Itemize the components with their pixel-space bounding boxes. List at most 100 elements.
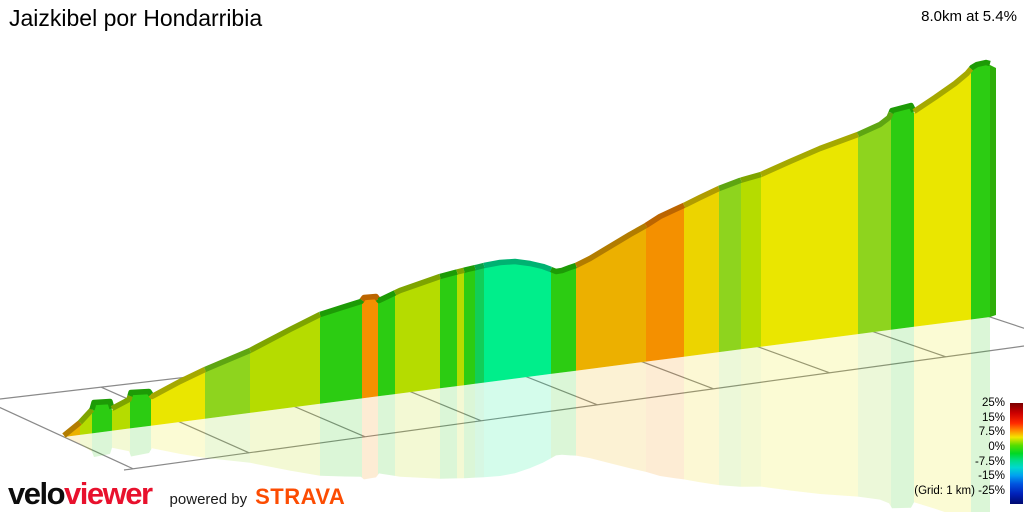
profile-reflection-segment xyxy=(576,361,646,472)
profile-reflection-segment xyxy=(914,319,971,512)
profile-reflection-segment xyxy=(112,428,130,454)
profile-segment-lightgreen xyxy=(719,181,741,353)
profile-reflection-segment xyxy=(395,388,440,479)
profile-segment-yellow xyxy=(151,371,205,426)
profile-segment-green xyxy=(971,64,990,320)
profile-reflection-segment xyxy=(858,329,891,507)
grid-spacing-note: (Grid: 1 km) xyxy=(914,485,979,498)
profile-ridge-rim xyxy=(62,420,82,438)
profile-reflection-segment xyxy=(719,349,741,487)
profile-ridge-rim xyxy=(644,202,686,228)
profile-reflection-segment xyxy=(362,396,378,480)
profile-ridge-rim xyxy=(759,131,859,178)
profile-segment-yellow2 xyxy=(684,190,719,357)
profile-ridge-rim xyxy=(203,347,252,373)
profile-segment-teal xyxy=(484,263,551,383)
profile-ridge-rim xyxy=(718,177,743,192)
profile-segment-green xyxy=(440,273,457,389)
profile-segment-green xyxy=(320,301,362,404)
profile-segment-green xyxy=(92,403,112,434)
profile-ridge-rim xyxy=(375,290,397,304)
profile-segment-green xyxy=(378,294,395,397)
veloviewer-logo-viewer: viewer xyxy=(64,476,153,511)
gradient-legend: 25% 15% 7.5% 0% -7.5% -15% (Grid: 1 km) -25% xyxy=(914,396,1023,504)
profile-reflection-segment xyxy=(250,403,320,476)
gradient-legend-bar xyxy=(1010,403,1023,504)
profile-segment-chartreuse xyxy=(395,278,440,395)
profile-ridge-rim xyxy=(549,262,577,275)
page-title: Jaizkibel por Hondarribia xyxy=(9,5,263,31)
profile-reflection-segment xyxy=(205,412,250,463)
legend-label: (Grid: 1 km) -25% xyxy=(914,485,1005,498)
grid-km-line xyxy=(0,406,134,470)
profile-reflection-segment xyxy=(320,398,362,478)
profile-reflection-segment xyxy=(80,433,92,452)
profile-segment-green xyxy=(130,393,151,429)
profile-ridge-rim xyxy=(473,262,485,271)
profile-segment-chartreuse xyxy=(741,176,761,350)
profile-reflection-segment xyxy=(92,430,112,457)
strava-logo[interactable]: STRAVA xyxy=(255,484,346,509)
profile-reflection-segment xyxy=(761,334,858,497)
profile-segment-greenteal xyxy=(475,267,484,384)
profile-segment-green xyxy=(891,107,914,330)
profile-ridge-rim xyxy=(740,171,762,183)
profile-reflection-segment xyxy=(741,346,761,487)
profile-segment-chartreuse xyxy=(80,411,92,435)
profile-segment-lightgreen xyxy=(205,352,250,419)
profile-segment-chartreuse xyxy=(112,397,130,431)
legend-label: 15% xyxy=(981,411,1005,424)
profile-ridge-rim xyxy=(483,258,552,273)
legend-label: -7.5% xyxy=(974,455,1005,468)
profile-reflection-segment xyxy=(484,373,551,478)
profile-reflection-segment xyxy=(684,352,719,486)
profile-ridge-rim xyxy=(89,398,115,411)
profile-segment-yellow xyxy=(761,136,858,347)
profile-ridge-rim xyxy=(682,186,721,208)
veloviewer-logo[interactable]: veloviewer xyxy=(8,476,153,511)
profile-ridge-rim xyxy=(148,367,207,400)
grid-front-edge xyxy=(123,345,1024,471)
profile-reflection-segment xyxy=(551,370,576,459)
profile-ridge-rim xyxy=(77,407,95,425)
profile-ridge-rim xyxy=(888,102,917,114)
profile-reflection-segment xyxy=(457,385,464,479)
profile-segment-chartreuse xyxy=(250,316,320,413)
footer-branding: veloviewer powered by STRAVA xyxy=(8,478,345,510)
powered-by-label: powered by xyxy=(169,491,248,508)
profile-reflection-segment xyxy=(64,434,80,444)
profile-ridge-rim xyxy=(248,312,322,353)
profile-ridge-rim xyxy=(110,395,133,411)
profile-segment-orange xyxy=(362,298,378,399)
profile-ridge-rim xyxy=(359,293,381,302)
profile-segment-yellow xyxy=(914,70,971,327)
profile-reflection-segment xyxy=(151,418,205,458)
profile-ridge-rim xyxy=(393,273,441,296)
profile-ridge-rim xyxy=(856,111,894,138)
gradient-legend-labels: 25% 15% 7.5% 0% -7.5% -15% (Grid: 1 km) -25% xyxy=(914,396,1010,504)
profile-reflection-segment xyxy=(891,326,914,509)
profile-reflection-segment xyxy=(378,394,395,476)
legend-label: 25% xyxy=(981,397,1005,409)
profile-reflection-segment xyxy=(971,317,990,512)
profile-ridge-rim xyxy=(439,269,458,280)
profile-reflection-segment xyxy=(130,425,151,457)
profile-ridge-rim xyxy=(912,66,974,114)
profile-segment-lightgreen xyxy=(858,114,891,335)
profile-reflection-segment xyxy=(646,356,684,480)
profile-segment-green xyxy=(551,267,576,374)
profile-segment-orange xyxy=(646,206,684,362)
profile-reflection-segment xyxy=(440,386,457,479)
profile-ridge-rim xyxy=(463,265,476,273)
profile-ridge-rim xyxy=(574,223,648,268)
profile-reflection-segment xyxy=(475,382,484,478)
legend-label: -15% xyxy=(978,470,1005,483)
profile-ridge-rim xyxy=(319,298,365,318)
veloviewer-logo-velo: velo xyxy=(8,476,66,511)
profile-ridge-rim xyxy=(456,267,465,275)
profile-ridge-rim xyxy=(968,59,991,71)
profile-end-cap xyxy=(990,65,996,317)
profile-segment-amber xyxy=(576,227,646,371)
